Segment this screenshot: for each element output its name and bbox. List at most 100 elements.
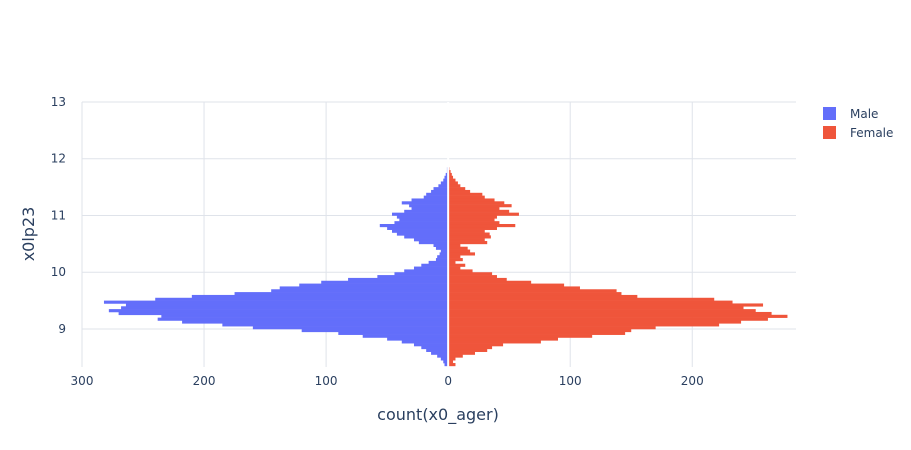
male-bar bbox=[301, 328, 449, 333]
female-bar bbox=[448, 269, 473, 273]
female-bar bbox=[448, 343, 504, 347]
male-bar bbox=[440, 357, 449, 361]
x-tick-label: 300 bbox=[71, 374, 94, 388]
female-bar bbox=[448, 354, 463, 358]
female-bar bbox=[448, 241, 488, 245]
male-bar bbox=[321, 280, 449, 284]
female-bar bbox=[448, 198, 495, 202]
female-bar bbox=[448, 317, 768, 321]
female-bar bbox=[448, 221, 500, 225]
male-bar bbox=[411, 198, 449, 202]
male-bar bbox=[444, 363, 449, 367]
female-bar bbox=[448, 309, 756, 313]
female-bar bbox=[448, 311, 772, 316]
female-bar bbox=[448, 260, 456, 265]
male-bar bbox=[426, 348, 449, 352]
male-bar bbox=[377, 275, 449, 279]
male-bar bbox=[433, 243, 449, 248]
female-bar bbox=[448, 303, 764, 307]
female-bar bbox=[448, 363, 456, 367]
male-bar bbox=[234, 292, 449, 296]
male-bar bbox=[431, 351, 449, 355]
male-bar bbox=[404, 269, 449, 273]
legend-swatch bbox=[823, 107, 836, 120]
male-bar bbox=[409, 204, 449, 208]
x-tick-label: 0 bbox=[444, 374, 452, 388]
y-axis-title: x0lp23 bbox=[19, 207, 38, 262]
female-bar bbox=[448, 286, 580, 290]
male-bar bbox=[392, 229, 449, 233]
female-bar bbox=[448, 277, 507, 282]
male-bar bbox=[396, 232, 449, 236]
male-bar bbox=[108, 309, 449, 313]
female-bar bbox=[448, 331, 626, 335]
female-bar bbox=[448, 195, 485, 199]
female-bar bbox=[448, 224, 516, 228]
male-bar bbox=[433, 187, 449, 191]
y-tick-label: 9 bbox=[58, 322, 66, 336]
male-bar bbox=[182, 320, 449, 324]
y-tick-label: 13 bbox=[51, 95, 66, 109]
x-axis-ticks: 300 200 100 0 100 200 bbox=[71, 374, 704, 388]
female-bar bbox=[448, 334, 593, 338]
x-tick-label: 200 bbox=[681, 374, 704, 388]
female-bar bbox=[448, 189, 471, 194]
female-bar bbox=[448, 226, 497, 230]
female-bar bbox=[448, 243, 461, 248]
male-bar bbox=[428, 260, 449, 265]
female-bar bbox=[448, 314, 788, 318]
male-bar bbox=[438, 184, 449, 188]
female-bar bbox=[448, 170, 451, 174]
legend-swatch bbox=[823, 126, 836, 139]
female-bar bbox=[448, 249, 471, 253]
male-bar bbox=[421, 346, 449, 350]
female-bar bbox=[448, 238, 485, 242]
y-tick-label: 12 bbox=[51, 152, 66, 166]
male-bar bbox=[431, 189, 449, 194]
legend[interactable]: Male Female bbox=[823, 107, 893, 140]
female-bar bbox=[448, 192, 483, 196]
bars bbox=[103, 167, 788, 367]
female-bar bbox=[448, 178, 456, 182]
y-tick-label: 11 bbox=[51, 208, 66, 222]
male-bar bbox=[423, 195, 449, 199]
female-bar bbox=[448, 181, 458, 185]
male-bar bbox=[348, 277, 449, 282]
male-bar bbox=[411, 206, 449, 211]
female-bar bbox=[448, 201, 505, 205]
female-bar bbox=[448, 300, 733, 304]
female-bar bbox=[448, 187, 466, 191]
female-bar bbox=[448, 206, 500, 211]
male-bar bbox=[437, 354, 449, 358]
male-bar bbox=[157, 317, 449, 321]
female-bar bbox=[448, 348, 488, 352]
male-bar bbox=[421, 263, 449, 267]
male-bar bbox=[399, 218, 449, 222]
male-bar bbox=[118, 311, 449, 316]
female-bar bbox=[448, 229, 485, 233]
male-bar bbox=[443, 360, 449, 364]
male-bar bbox=[338, 331, 449, 335]
female-bar bbox=[448, 258, 463, 262]
female-bar bbox=[448, 252, 476, 256]
male-bar bbox=[396, 215, 449, 219]
y-axis-ticks: 9 10 11 12 13 bbox=[51, 95, 66, 336]
female-bar bbox=[448, 283, 565, 287]
male-bar bbox=[418, 241, 449, 245]
female-bar bbox=[448, 346, 493, 350]
female-bar bbox=[448, 212, 519, 216]
male-bar bbox=[413, 343, 449, 347]
male-bar bbox=[271, 289, 449, 293]
female-bar bbox=[448, 272, 493, 276]
male-bar bbox=[299, 283, 449, 287]
female-bar bbox=[448, 235, 491, 239]
x-tick-label: 200 bbox=[193, 374, 216, 388]
female-bar bbox=[448, 263, 466, 267]
legend-item-male[interactable]: Male bbox=[823, 107, 878, 121]
female-bar bbox=[448, 204, 512, 208]
x-tick-label: 100 bbox=[315, 374, 338, 388]
legend-item-female[interactable]: Female bbox=[823, 126, 893, 140]
female-bar bbox=[448, 232, 490, 236]
female-bar bbox=[448, 326, 656, 330]
